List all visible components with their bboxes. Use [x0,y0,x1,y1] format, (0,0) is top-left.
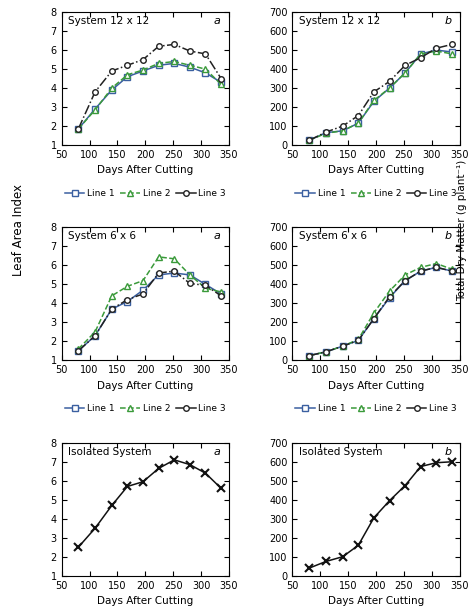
Text: a: a [214,231,221,241]
X-axis label: Days After Cutting: Days After Cutting [328,165,424,176]
X-axis label: Days After Cutting: Days After Cutting [328,596,424,606]
Text: b: b [445,447,452,457]
X-axis label: Days After Cutting: Days After Cutting [97,165,193,176]
Legend: Line 1, Line 2, Line 3: Line 1, Line 2, Line 3 [292,185,460,202]
X-axis label: Days After Cutting: Days After Cutting [328,381,424,391]
Text: System 12 x 12: System 12 x 12 [299,16,381,26]
Text: System 6 x 6: System 6 x 6 [68,231,137,241]
Text: System 6 x 6: System 6 x 6 [299,231,367,241]
Text: Isolated System: Isolated System [299,447,383,457]
Legend: Line 1, Line 2, Line 3: Line 1, Line 2, Line 3 [61,401,229,417]
Text: Leaf Area Index: Leaf Area Index [12,184,25,276]
Text: a: a [214,16,221,26]
Text: Isolated System: Isolated System [68,447,152,457]
Text: b: b [445,231,452,241]
Legend: Line 1, Line 2, Line 3: Line 1, Line 2, Line 3 [292,401,460,417]
Text: a: a [214,447,221,457]
Text: b: b [445,16,452,26]
Text: Total Dry Matter (g plant⁻¹): Total Dry Matter (g plant⁻¹) [457,159,467,301]
X-axis label: Days After Cutting: Days After Cutting [97,596,193,606]
X-axis label: Days After Cutting: Days After Cutting [97,381,193,391]
Text: System 12 x 12: System 12 x 12 [68,16,150,26]
Legend: Line 1, Line 2, Line 3: Line 1, Line 2, Line 3 [61,185,229,202]
